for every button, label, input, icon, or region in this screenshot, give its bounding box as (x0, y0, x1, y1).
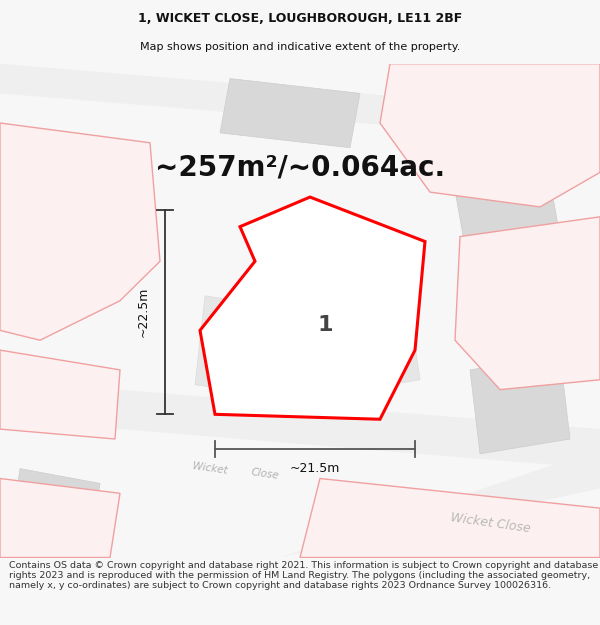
Polygon shape (0, 350, 120, 439)
Polygon shape (385, 345, 420, 384)
Polygon shape (0, 123, 160, 340)
Polygon shape (220, 79, 360, 148)
Polygon shape (455, 217, 600, 389)
Text: 1: 1 (317, 315, 333, 335)
Polygon shape (10, 469, 100, 548)
Text: Wicket Close: Wicket Close (449, 511, 531, 535)
Text: Close: Close (250, 467, 280, 481)
Polygon shape (10, 192, 115, 281)
Text: 1, WICKET CLOSE, LOUGHBOROUGH, LE11 2BF: 1, WICKET CLOSE, LOUGHBOROUGH, LE11 2BF (138, 12, 462, 25)
Text: Wicket: Wicket (192, 461, 228, 476)
Text: Contains OS data © Crown copyright and database right 2021. This information is : Contains OS data © Crown copyright and d… (9, 561, 598, 591)
Polygon shape (0, 380, 600, 469)
Text: ~21.5m: ~21.5m (290, 462, 340, 475)
Polygon shape (200, 197, 425, 419)
Polygon shape (195, 296, 335, 404)
Polygon shape (380, 64, 600, 207)
Text: ~257m²/~0.064ac.: ~257m²/~0.064ac. (155, 153, 445, 181)
Polygon shape (0, 479, 120, 558)
Text: ~22.5m: ~22.5m (137, 287, 149, 338)
Polygon shape (300, 479, 600, 558)
Text: Map shows position and indicative extent of the property.: Map shows position and indicative extent… (140, 42, 460, 52)
Polygon shape (470, 355, 570, 454)
Polygon shape (0, 64, 600, 142)
Polygon shape (280, 449, 600, 558)
Polygon shape (450, 152, 560, 246)
